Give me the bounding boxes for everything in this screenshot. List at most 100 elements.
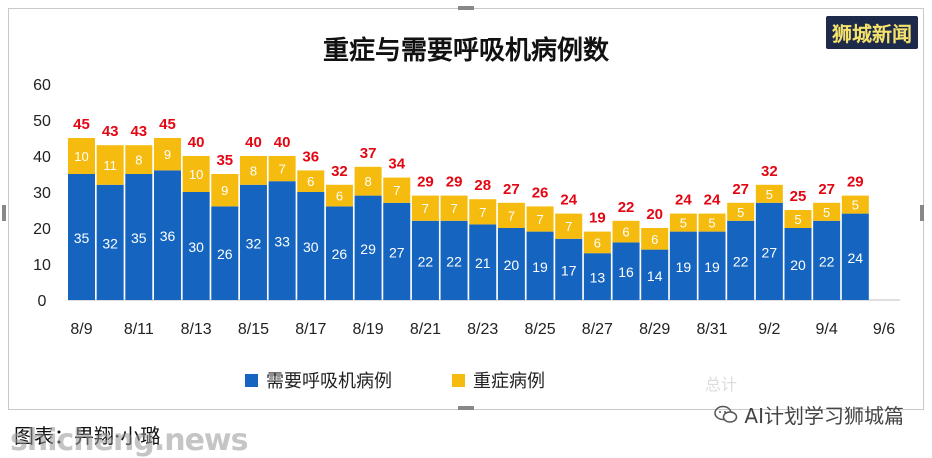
x-tick-label-8/17: 8/17 <box>295 321 326 338</box>
bar-ventilator-8/24 <box>497 228 525 300</box>
bar-ventilator-8/10 <box>96 184 124 300</box>
bar-ventilator-8/19 <box>354 195 382 300</box>
data-label-severe-8/12: 9 <box>164 147 171 162</box>
data-label-ventilator-8/24: 20 <box>504 257 520 273</box>
site-watermark: shicheng.news <box>10 423 248 458</box>
caption: 图表：畀翔·小璐 <box>14 424 161 448</box>
chart-title: 重症与需要呼吸机病例数 <box>322 36 609 66</box>
data-label-ventilator-8/14: 26 <box>217 246 233 262</box>
data-label-total-8/12: 45 <box>159 116 176 133</box>
data-label-total-8/15: 40 <box>245 134 262 151</box>
bar-ventilator-9/2 <box>755 202 783 300</box>
bar-ventilator-8/27 <box>583 253 611 300</box>
data-label-total-8/19: 37 <box>360 145 377 162</box>
x-tick-label-8/9: 8/9 <box>70 321 92 338</box>
y-tick-label-5: 50 <box>33 113 51 130</box>
bar-ventilator-9/5 <box>841 213 869 300</box>
data-label-ventilator-8/27: 13 <box>590 270 606 286</box>
data-label-ventilator-9/4: 22 <box>819 253 835 269</box>
legend-item-ventilator: 需要呼吸机病例 <box>245 367 392 393</box>
bar-severe-9/4 <box>813 202 841 221</box>
bar-ventilator-8/22 <box>440 220 468 300</box>
data-label-severe-8/30: 5 <box>680 216 687 231</box>
x-tick-label-8/27: 8/27 <box>582 321 613 338</box>
data-label-total-8/21: 29 <box>417 174 434 191</box>
bar-severe-8/9 <box>68 138 95 174</box>
x-tick-label-8/23: 8/23 <box>467 321 498 338</box>
bar-ventilator-8/26 <box>555 238 583 300</box>
legend-item-severe: 重症病例 <box>452 367 545 393</box>
data-label-total-8/17: 36 <box>302 148 319 165</box>
bar-ventilator-8/23 <box>469 224 497 300</box>
resize-handle-left[interactable] <box>2 205 6 221</box>
legend-ghost-total: 总计 <box>705 375 738 394</box>
x-tick-label-8/25: 8/25 <box>524 321 555 338</box>
data-label-ventilator-8/19: 29 <box>360 241 376 257</box>
data-label-total-8/28: 22 <box>618 199 635 216</box>
bar-severe-8/21 <box>411 195 439 221</box>
data-label-total-8/26: 24 <box>560 192 577 209</box>
bar-severe-8/14 <box>211 174 239 207</box>
data-label-severe-8/24: 7 <box>508 208 515 223</box>
x-tick-label-9/6: 9/6 <box>873 321 895 338</box>
data-label-total-8/10: 43 <box>102 123 119 140</box>
data-label-ventilator-8/28: 16 <box>618 264 634 280</box>
data-label-severe-8/26: 7 <box>565 219 572 234</box>
bar-severe-8/19 <box>354 166 382 196</box>
data-label-severe-8/28: 6 <box>622 225 629 240</box>
resize-handle-right[interactable] <box>920 205 924 221</box>
bar-severe-8/25 <box>526 206 554 232</box>
legend-label-severe: 重症病例 <box>473 371 545 392</box>
x-tick-label-9/2: 9/2 <box>758 321 780 338</box>
data-label-severe-9/1: 5 <box>737 205 744 220</box>
data-label-severe-8/15: 8 <box>250 163 257 178</box>
data-label-severe-8/11: 8 <box>135 153 142 168</box>
data-label-ventilator-8/29: 14 <box>647 268 663 284</box>
bar-severe-8/12 <box>153 138 181 171</box>
wechat-watermark-text: AI计划学习狮城篇 <box>744 404 904 428</box>
data-label-severe-8/21: 7 <box>422 201 429 216</box>
x-tick-label-8/21: 8/21 <box>410 321 441 338</box>
data-label-total-8/14: 35 <box>216 152 233 169</box>
resize-handle-top[interactable] <box>458 6 474 10</box>
resize-handle-bottom[interactable] <box>458 406 474 410</box>
bar-ventilator-8/15 <box>239 184 267 300</box>
data-label-ventilator-8/17: 30 <box>303 239 319 255</box>
data-label-total-8/13: 40 <box>188 134 205 151</box>
x-tick-label-8/31: 8/31 <box>696 321 727 338</box>
data-label-ventilator-9/2: 27 <box>762 244 778 260</box>
y-tick-label-0: 0 <box>38 293 47 310</box>
data-label-severe-8/20: 7 <box>393 183 400 198</box>
bar-ventilator-8/12 <box>153 170 181 300</box>
bar-severe-9/2 <box>755 184 783 203</box>
data-label-severe-9/3: 5 <box>794 212 801 227</box>
x-tick-label-8/19: 8/19 <box>353 321 384 338</box>
data-label-total-8/27: 19 <box>589 210 606 227</box>
data-label-total-8/23: 28 <box>474 177 491 194</box>
data-label-severe-8/14: 9 <box>221 183 228 198</box>
bar-severe-8/24 <box>497 202 525 228</box>
data-label-severe-8/23: 7 <box>479 205 486 220</box>
bar-severe-8/30 <box>669 213 697 232</box>
bar-severe-8/16 <box>268 156 296 182</box>
data-label-severe-8/18: 6 <box>336 189 343 204</box>
bar-severe-8/18 <box>325 184 353 207</box>
bar-severe-8/22 <box>440 195 468 221</box>
bar-severe-8/10 <box>96 145 124 185</box>
bar-severe-8/31 <box>698 213 726 232</box>
data-label-total-9/2: 32 <box>761 163 778 180</box>
data-label-ventilator-8/11: 35 <box>131 230 147 246</box>
data-label-ventilator-9/3: 20 <box>790 257 806 273</box>
data-label-total-8/25: 26 <box>532 184 549 201</box>
data-label-total-9/5: 29 <box>847 174 864 191</box>
data-label-severe-8/9: 10 <box>74 149 88 164</box>
data-label-total-8/9: 45 <box>73 116 90 133</box>
bar-ventilator-9/1 <box>727 220 755 300</box>
data-label-severe-9/2: 5 <box>766 187 773 202</box>
data-label-total-8/31: 24 <box>704 192 721 209</box>
data-label-total-8/22: 29 <box>446 174 463 191</box>
bar-ventilator-8/16 <box>268 181 296 300</box>
bar-ventilator-8/29 <box>641 249 669 300</box>
bar-ventilator-9/3 <box>784 228 812 300</box>
